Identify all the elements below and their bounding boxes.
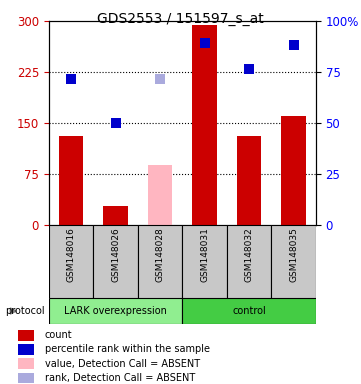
Bar <box>182 298 316 324</box>
Text: rank, Detection Call = ABSENT: rank, Detection Call = ABSENT <box>45 373 195 383</box>
Bar <box>93 225 138 298</box>
Bar <box>49 298 182 324</box>
Text: count: count <box>45 330 72 340</box>
Bar <box>18 330 34 341</box>
Text: GSM148031: GSM148031 <box>200 227 209 282</box>
Bar <box>138 225 182 298</box>
Bar <box>49 225 93 298</box>
Bar <box>18 344 34 355</box>
Text: GSM148035: GSM148035 <box>289 227 298 282</box>
Bar <box>192 25 217 225</box>
Bar <box>59 136 83 225</box>
Bar <box>227 225 271 298</box>
Text: GSM148028: GSM148028 <box>156 227 165 281</box>
Text: control: control <box>232 306 266 316</box>
Bar <box>18 373 34 383</box>
Text: GSM148016: GSM148016 <box>66 227 75 282</box>
Bar <box>281 116 306 225</box>
Point <box>246 66 252 72</box>
Bar <box>237 136 261 225</box>
Bar <box>271 225 316 298</box>
Text: percentile rank within the sample: percentile rank within the sample <box>45 344 210 354</box>
Bar <box>103 206 128 225</box>
Point <box>157 76 163 82</box>
Text: GSM148026: GSM148026 <box>111 227 120 281</box>
Text: value, Detection Call = ABSENT: value, Detection Call = ABSENT <box>45 359 200 369</box>
Point <box>291 42 296 48</box>
Text: GSM148032: GSM148032 <box>245 227 253 281</box>
Text: protocol: protocol <box>5 306 45 316</box>
Bar <box>18 358 34 369</box>
Bar <box>148 165 172 225</box>
Text: LARK overexpression: LARK overexpression <box>64 306 167 316</box>
Bar <box>182 225 227 298</box>
Point <box>113 120 118 126</box>
Point <box>68 76 74 82</box>
Text: GDS2553 / 151597_s_at: GDS2553 / 151597_s_at <box>97 12 264 25</box>
Point <box>202 40 208 46</box>
